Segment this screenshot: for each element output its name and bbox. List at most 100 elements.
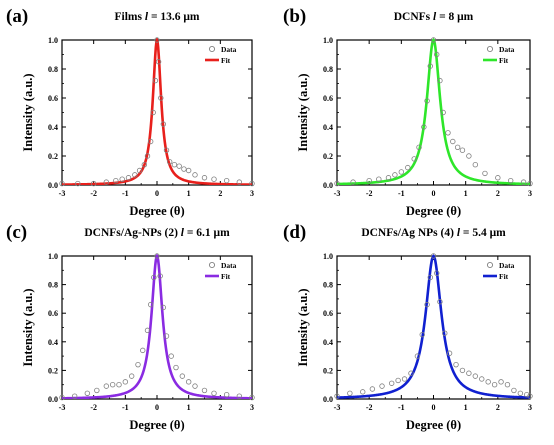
data-point <box>192 383 198 389</box>
data-point <box>527 180 533 187</box>
data-point <box>223 392 230 398</box>
data-point <box>113 177 119 184</box>
data-point <box>181 166 187 172</box>
data-point <box>430 37 437 43</box>
data-point <box>109 382 116 388</box>
data-point <box>466 153 472 159</box>
data-point <box>424 98 430 104</box>
data-point <box>392 172 398 178</box>
data-point <box>459 147 466 153</box>
y-tick-label: 1.0 <box>48 36 58 45</box>
data-point <box>163 333 170 339</box>
data-point <box>408 370 414 376</box>
x-tick-label: 0 <box>155 189 159 198</box>
data-point <box>414 353 421 359</box>
data-point <box>201 387 208 394</box>
data-point <box>211 390 217 396</box>
legend-marker-data <box>208 45 216 53</box>
data-point <box>103 383 110 389</box>
y-axis-label: Intensity (a.u.) <box>21 288 35 366</box>
data-point <box>511 387 517 394</box>
data-point <box>527 393 533 399</box>
data-point <box>472 161 479 168</box>
data-point <box>147 301 154 308</box>
data-point <box>168 353 174 359</box>
panel-letter: (a) <box>6 6 28 27</box>
data-point <box>427 274 433 281</box>
x-axis-label: Degree (θ) <box>406 418 461 432</box>
data-point <box>185 167 192 174</box>
data-point <box>398 169 405 175</box>
data-point <box>517 390 524 396</box>
data-point <box>236 179 243 185</box>
data-point <box>94 387 100 394</box>
data-point <box>479 376 485 382</box>
y-tick-label: 0.6 <box>323 309 333 318</box>
data-point <box>166 159 173 165</box>
data-point <box>140 347 146 354</box>
x-axis-label: Degree (θ) <box>406 204 461 218</box>
data-point <box>405 164 411 171</box>
data-point <box>249 394 255 401</box>
y-tick-label: 0.2 <box>323 152 333 161</box>
data-point <box>434 51 440 58</box>
data-point <box>141 161 148 168</box>
data-point <box>163 147 170 153</box>
data-point <box>421 124 427 130</box>
data-point <box>347 390 353 396</box>
data-point <box>334 180 340 187</box>
y-tick-label: 0.2 <box>323 366 333 375</box>
data-point <box>201 175 208 181</box>
panel-title: DCNFs/Ag NPs (4) l = 5.4 μm <box>361 227 506 239</box>
data-point <box>385 175 392 181</box>
data-point <box>424 301 430 308</box>
x-tick-label: 1 <box>464 403 468 412</box>
data-point <box>150 109 156 116</box>
data-point <box>147 138 154 145</box>
y-tick-label: 0.8 <box>48 281 58 290</box>
legend-label-data: Data <box>499 45 515 54</box>
data-point <box>185 379 192 385</box>
data-point <box>440 109 446 116</box>
data-point <box>116 382 122 388</box>
y-tick-label: 0.0 <box>48 181 58 190</box>
data-point <box>176 163 182 169</box>
data-point <box>59 394 65 401</box>
legend-label-data: Data <box>221 45 237 54</box>
x-tick-label: 3 <box>528 403 532 412</box>
panel-c: (c) DCNFs/Ag-NPs (2) l = 6.1 μm -3 -2 -1 0 1 2 3… <box>6 222 255 432</box>
x-tick-label: -1 <box>398 189 405 198</box>
data-point <box>401 376 408 382</box>
data-point <box>459 367 466 374</box>
x-tick-label: 0 <box>432 189 436 198</box>
data-point <box>427 63 433 69</box>
data-point <box>122 379 129 385</box>
data-point <box>90 180 97 187</box>
data-point <box>437 77 443 84</box>
data-point <box>171 161 178 168</box>
data-point <box>508 177 514 184</box>
data-point <box>482 170 488 177</box>
x-tick-label: 2 <box>496 189 500 198</box>
x-tick-label: -3 <box>59 189 66 198</box>
data-point <box>160 121 167 127</box>
x-tick-label: -2 <box>90 189 97 198</box>
data-point <box>59 180 65 187</box>
data-point <box>491 382 498 388</box>
panel-b: (b) DCNFs l = 8 μm -3 -2 -1 0 1 2 3 0.0 0.2 0.4 0.6 0… <box>283 6 533 218</box>
data-point <box>350 179 356 185</box>
y-tick-label: 0.2 <box>48 366 58 375</box>
x-axis-label: Degree (θ) <box>129 204 184 218</box>
data-point <box>125 175 132 181</box>
data-point <box>419 331 425 338</box>
legend-marker-data <box>486 45 494 53</box>
data-point <box>376 176 382 182</box>
y-tick-label: 0.2 <box>48 152 58 161</box>
data-point <box>366 177 372 184</box>
fit-curve <box>337 254 530 399</box>
y-tick-label: 0.4 <box>48 338 58 347</box>
y-tick-label: 0.4 <box>323 338 333 347</box>
data-point <box>154 37 160 43</box>
y-tick-label: 0.6 <box>48 309 58 318</box>
